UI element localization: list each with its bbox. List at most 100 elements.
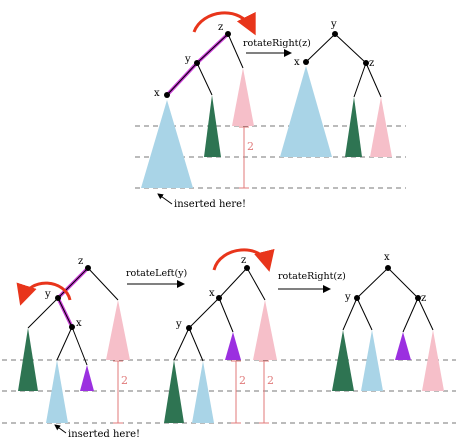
height-marker: 2: [113, 360, 128, 424]
node-y: [354, 295, 360, 301]
node-label-z: z: [218, 22, 223, 33]
subtree-z-right: [232, 68, 254, 126]
node-x: [385, 265, 391, 271]
node-z: [244, 265, 250, 271]
edge: [353, 62, 367, 98]
node-label-z: z: [241, 255, 246, 266]
insertion-path: [55, 266, 90, 328]
inserted-pointer: [54, 424, 67, 434]
rotation-arrow: [16, 281, 72, 306]
edge: [246, 267, 266, 301]
stage3-tree: x y z: [332, 252, 444, 391]
edge: [188, 327, 204, 362]
height-marker-2: 2: [259, 360, 274, 424]
subtree-z-right: [106, 300, 130, 360]
height-marker: 2: [239, 126, 254, 189]
inserted-here-label: inserted here!: [174, 199, 246, 210]
subtree-a: [332, 330, 354, 391]
node-y: [55, 295, 61, 301]
node-label-x: x: [154, 88, 160, 99]
node-label-y: y: [344, 292, 351, 303]
node-z: [415, 295, 421, 301]
node-label-y: y: [175, 319, 182, 330]
subtree-x-left: [141, 100, 193, 188]
edge: [57, 267, 89, 299]
height-label: 2: [267, 374, 274, 387]
subtree-z-right: [253, 300, 277, 360]
subtree-d: [422, 330, 444, 391]
edge: [196, 62, 213, 96]
bottom-level-lines: [2, 359, 456, 424]
node-x: [303, 59, 309, 65]
edge: [402, 297, 419, 333]
node-label-x: x: [294, 57, 300, 68]
stage1-tree: 2 z y x inserted here!: [16, 256, 140, 440]
edge: [356, 297, 373, 331]
bottom-operation-2: rotateRight(z): [278, 271, 346, 293]
subtree-a: [280, 66, 332, 157]
subtree-y-left: [18, 328, 38, 391]
edge: [356, 267, 389, 299]
node-label-z: z: [78, 256, 83, 267]
node-y: [186, 325, 192, 331]
node-label-z: z: [421, 293, 426, 304]
node-label-z: z: [369, 58, 374, 69]
edge: [56, 326, 73, 361]
operation-label: rotateLeft(y): [126, 268, 187, 279]
node-label-y: y: [44, 289, 51, 300]
subtree-x-right: [204, 95, 221, 157]
edge: [387, 267, 419, 299]
subtree-c: [395, 332, 411, 360]
height-marker-1: 2: [231, 360, 246, 424]
node-x: [216, 295, 222, 301]
top-figure: 2 z y x inserted here! rotateRight(: [135, 11, 406, 210]
edge: [188, 297, 220, 329]
edge: [417, 297, 434, 331]
subtree-b: [361, 330, 383, 391]
subtree-x-left: [46, 360, 68, 423]
edge: [342, 297, 358, 331]
stage2-tree: 2 2 z x y: [164, 248, 277, 424]
node-z: [225, 31, 231, 37]
height-label: 2: [121, 374, 128, 387]
node-z: [85, 265, 91, 271]
rotation-arrow: [192, 11, 256, 36]
edge: [87, 267, 119, 301]
bottom-operation-1: rotateLeft(y): [126, 268, 187, 288]
node-x: [164, 92, 170, 98]
node-y: [332, 31, 338, 37]
node-x: [69, 324, 75, 330]
edge: [218, 297, 234, 333]
rotation-arrow: [212, 248, 275, 272]
inserted-pointer: [157, 193, 173, 205]
operation-label: rotateRight(z): [243, 38, 311, 49]
subtree-y-right: [192, 361, 214, 423]
edge: [166, 62, 198, 96]
node-z: [363, 60, 369, 66]
top-operation: rotateRight(z): [243, 38, 311, 57]
node-label-x: x: [76, 318, 82, 329]
subtree-y-left: [164, 360, 184, 423]
height-label: 2: [247, 140, 254, 153]
subtree-c: [370, 97, 392, 157]
bottom-figure: 2 z y x inserted here! rotateLeft(y): [2, 248, 456, 440]
operation-label: rotateRight(z): [278, 271, 346, 282]
edge: [334, 33, 367, 64]
edge: [173, 327, 190, 361]
edge: [57, 297, 73, 328]
top-before-tree: 2 z y x inserted here!: [141, 11, 256, 210]
node-label-y: y: [184, 54, 191, 65]
subtree-b: [345, 97, 362, 157]
edge: [365, 62, 382, 98]
height-label: 2: [239, 374, 246, 387]
edge: [305, 33, 336, 63]
subtree-x-right: [225, 332, 241, 360]
edge: [227, 33, 244, 69]
inserted-here-label: inserted here!: [68, 429, 140, 440]
subtree-x-right: [80, 365, 94, 391]
edge: [196, 33, 229, 64]
top-after-tree: y x z: [280, 19, 392, 157]
edge: [71, 326, 88, 366]
edge: [27, 297, 59, 329]
